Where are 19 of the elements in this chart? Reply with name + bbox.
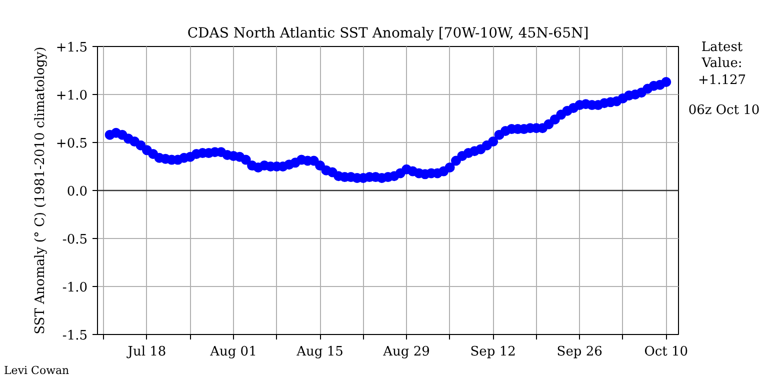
y-tick-label: +0.5	[56, 136, 88, 152]
y-tick-label: -1.5	[62, 328, 88, 344]
y-axis-title: SST Anomaly (° C) (1981-2010 climatology)	[32, 46, 48, 334]
x-tick-label: Aug 29	[382, 344, 430, 360]
text: 06z Oct 10	[687, 102, 761, 119]
x-tick-label: Jul 18	[126, 344, 166, 360]
y-tick-label: +1.0	[56, 88, 88, 104]
y-tick-label: -0.5	[62, 232, 88, 248]
x-tick-label: Oct 10	[644, 344, 688, 360]
x-tick-label: Sep 26	[556, 344, 602, 360]
x-tick-label: Aug 15	[296, 344, 344, 360]
x-tick-label: Aug 01	[209, 344, 257, 360]
y-tick-label: -1.0	[62, 280, 88, 296]
x-tick-label: Sep 12	[470, 344, 516, 360]
chart-title: CDAS North Atlantic SST Anomaly [70W-10W, 45N-65N]	[187, 26, 589, 42]
y-tick-label: 0.0	[66, 184, 88, 200]
text: Latest Value: +1.127	[696, 40, 748, 89]
text: Levi Cowan	[4, 363, 70, 379]
y-tick-label: +1.5	[56, 40, 88, 56]
